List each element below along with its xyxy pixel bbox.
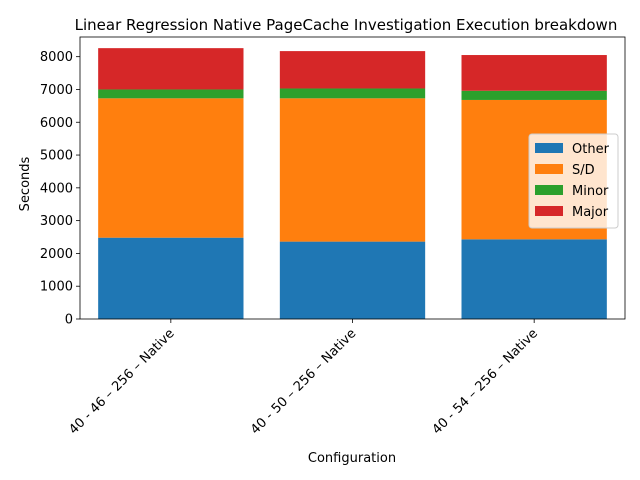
bar-other-2 <box>461 239 607 319</box>
x-ticks-group: 40 - 46 – 256 – Native 40 - 50 – 256 – Na… <box>66 319 541 438</box>
bar-other-0 <box>98 237 244 319</box>
legend-label: Major <box>572 205 609 220</box>
legend-label: S/D <box>572 163 595 178</box>
y-tick-label: 1000 <box>40 280 73 295</box>
y-tick-label: 5000 <box>40 149 73 164</box>
bar-s-d-0 <box>98 98 244 238</box>
bar-minor-0 <box>98 89 244 99</box>
y-tick-label: 2000 <box>40 247 73 262</box>
x-axis-label: Configuration <box>308 451 396 466</box>
chart-title: Linear Regression Native PageCache Inves… <box>75 16 618 34</box>
bar-minor-1 <box>279 88 426 99</box>
legend-swatch <box>535 143 563 153</box>
y-tick-label: 8000 <box>40 50 73 65</box>
y-tick-label: 0 <box>65 313 73 328</box>
x-tick-label: 40 - 46 – 256 – Native <box>66 326 177 437</box>
y-tick-label: 6000 <box>40 116 73 131</box>
bar-s-d-1 <box>279 98 426 242</box>
y-tick-label: 3000 <box>40 214 73 229</box>
bar-other-1 <box>279 241 426 319</box>
legend-swatch <box>535 206 563 216</box>
legend-label: Minor <box>572 184 609 199</box>
y-ticks-group: 0 1000 2000 3000 4000 5000 6000 7000 8000 <box>40 50 80 328</box>
legend-swatch <box>535 164 563 174</box>
legend-box <box>528 133 619 229</box>
x-tick-label: 40 - 50 – 256 – Native <box>248 326 359 437</box>
y-axis-label: Seconds <box>18 156 33 211</box>
bar-major-1 <box>279 51 426 89</box>
bar-minor-2 <box>461 90 607 100</box>
legend: Other S/D Minor Major <box>528 133 619 229</box>
y-tick-label: 4000 <box>40 181 73 196</box>
bar-major-0 <box>98 48 244 90</box>
y-tick-label: 7000 <box>40 83 73 98</box>
legend-swatch <box>535 185 563 195</box>
x-tick-label: 40 - 54 – 256 – Native <box>430 326 541 437</box>
bar-major-2 <box>461 55 607 91</box>
legend-label: Other <box>572 142 610 157</box>
